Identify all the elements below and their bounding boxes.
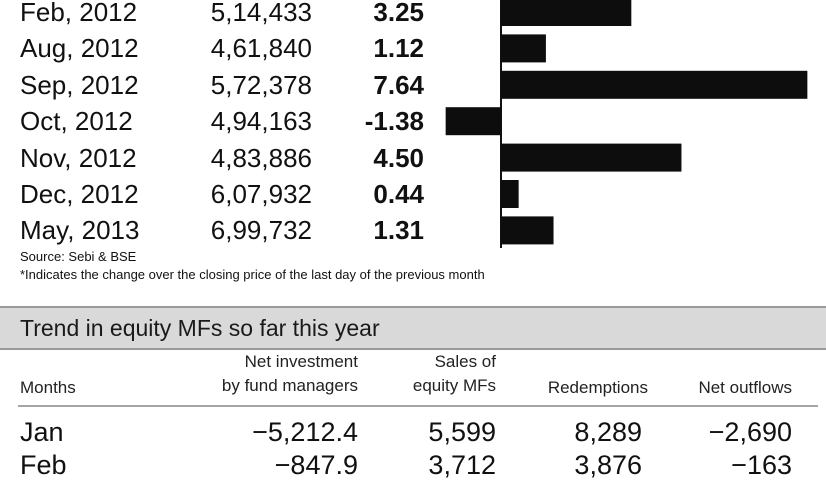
monthly-chart: Feb, 2012 5,14,433 3.25 Aug, 2012 4,61,840 1.… [0, 0, 826, 248]
bar [501, 216, 554, 245]
percent-change-label: 4.50 [373, 142, 424, 173]
market-value-label: 6,07,932 [210, 179, 312, 209]
cell-sales: 5,599 [428, 417, 496, 447]
market-value-label: 4,94,163 [210, 106, 312, 137]
percent-change-label: 1.31 [373, 215, 424, 246]
bar [445, 107, 501, 136]
chart-row: May, 2013 6,99,732 1.31 [0, 212, 826, 248]
month-label: Sep, 2012 [20, 69, 139, 100]
chart-row: Nov, 2012 4,83,886 4.50 [0, 140, 826, 176]
bar [501, 143, 682, 172]
cell-redemptions: 3,876 [574, 450, 642, 480]
month-label: Dec, 2012 [20, 179, 139, 209]
cell-redemptions: 8,289 [574, 417, 642, 447]
footnote: *Indicates the change over the closing p… [20, 267, 485, 282]
col-header-sales-line2: equity MFs [412, 376, 496, 395]
percent-change-label: 3.25 [373, 0, 424, 27]
mf-table-title: Trend in equity MFs so far this year [20, 315, 380, 341]
percent-change-label: 1.12 [373, 33, 424, 64]
market-value-label: 4,83,886 [210, 142, 312, 173]
market-value-label: 6,99,732 [210, 215, 312, 246]
cell-net-investment: −847.9 [274, 450, 358, 480]
table-row: Feb −847.9 3,712 3,876 −163 [0, 446, 826, 484]
percent-change-label: 0.44 [373, 179, 424, 209]
month-label: Aug, 2012 [20, 33, 139, 64]
market-value-label: 5,14,433 [210, 0, 312, 27]
bar [501, 0, 632, 26]
cell-month: Jan [20, 417, 64, 447]
bar-chart [445, 0, 808, 248]
col-header-sales-line1: Sales of [434, 352, 496, 371]
month-label: Feb, 2012 [20, 0, 138, 27]
month-label: Nov, 2012 [20, 142, 137, 173]
bar [501, 180, 519, 208]
chart-row: Oct, 2012 4,94,163 -1.38 [0, 103, 826, 139]
col-header-sales: Sales of equity MFs [380, 350, 496, 398]
month-label: Oct, 2012 [20, 106, 133, 137]
chart-row: Sep, 2012 5,72,378 7.64 [0, 67, 826, 103]
col-header-net-outflows: Net outflows [698, 378, 792, 397]
col-header-net-investment-line1: Net investment [244, 352, 358, 371]
cell-net-outflows: −163 [731, 450, 792, 480]
cell-net-outflows: −2,690 [708, 417, 792, 447]
col-header-redemptions: Redemptions [547, 378, 648, 397]
cell-month: Feb [20, 450, 67, 480]
bar [501, 70, 808, 99]
source-note: Source: Sebi & BSE [20, 249, 137, 264]
chart-row: Dec, 2012 6,07,932 0.44 [0, 176, 826, 212]
chart-row: Feb, 2012 5,14,433 3.25 [0, 0, 826, 30]
table-row: Jan −5,212.4 5,599 8,289 −2,690 [0, 413, 826, 451]
cell-net-investment: −5,212.4 [252, 417, 358, 447]
percent-change-label: -1.38 [364, 106, 424, 137]
month-label: May, 2013 [20, 215, 140, 246]
table-header-rule [18, 405, 818, 407]
bar [501, 34, 546, 63]
mf-table-header-band: Trend in equity MFs so far this year [0, 306, 826, 350]
market-value-label: 4,61,840 [210, 33, 312, 64]
chart-row: Aug, 2012 4,61,840 1.12 [0, 30, 826, 66]
cell-sales: 3,712 [428, 450, 496, 480]
market-value-label: 5,72,378 [210, 69, 312, 100]
col-header-months: Months [20, 378, 76, 397]
col-header-net-investment-line2: by fund managers [221, 376, 358, 395]
col-header-net-investment: Net investment by fund managers [170, 350, 358, 398]
percent-change-label: 7.64 [373, 69, 424, 100]
